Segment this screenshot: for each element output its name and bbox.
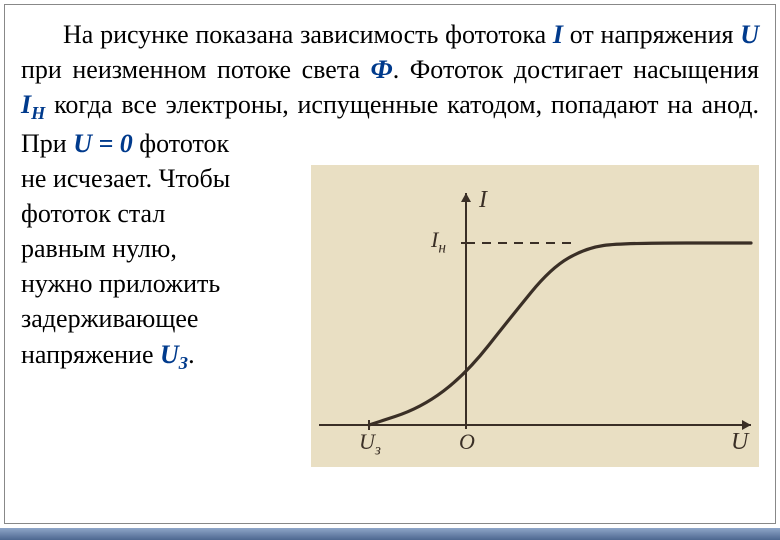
tail-line: напряжение UЗ. bbox=[21, 337, 301, 376]
text-run: фототок bbox=[133, 129, 229, 158]
symbol-Phi: Ф bbox=[371, 55, 393, 84]
text-run: от напряжения bbox=[563, 20, 740, 49]
chart-svg bbox=[311, 165, 759, 467]
text-run: . Фототок достигает насыщения bbox=[393, 55, 759, 84]
paragraph-main: На рисунке показана зависимость фототока… bbox=[21, 17, 759, 161]
tail-line: нужно приложить bbox=[21, 266, 301, 301]
symbol-Uz: UЗ bbox=[160, 340, 188, 369]
bottom-bar bbox=[0, 528, 780, 540]
text-run: На рисунке показана зависимость фототока bbox=[63, 20, 553, 49]
chart-container: I Iн O U Uз bbox=[311, 161, 759, 467]
axis-label-O: O bbox=[459, 429, 475, 455]
tail-line: не исчезает. Чтобы bbox=[21, 161, 301, 196]
axis-label-Uz: Uз bbox=[359, 429, 381, 459]
text-run: при неизменном потоке света bbox=[21, 55, 371, 84]
symbol-Ueq0: U = 0 bbox=[73, 129, 133, 158]
symbol-U: U bbox=[740, 20, 759, 49]
symbol-I: I bbox=[553, 20, 563, 49]
axis-label-I: I bbox=[479, 187, 487, 214]
tail-line: задерживающее bbox=[21, 301, 301, 336]
axis-label-U: U bbox=[731, 429, 748, 456]
axis-label-IH: Iн bbox=[431, 227, 446, 257]
tail-line: фототок стал bbox=[21, 196, 301, 231]
symbol-IH: IН bbox=[21, 90, 45, 119]
tail-line: равным нулю, bbox=[21, 231, 301, 266]
iv-chart: I Iн O U Uз bbox=[311, 165, 759, 467]
slide-frame: На рисунке показана зависимость фототока… bbox=[4, 4, 776, 524]
paragraph-tail: не исчезает. Чтобы фототок стал равным н… bbox=[21, 161, 301, 375]
